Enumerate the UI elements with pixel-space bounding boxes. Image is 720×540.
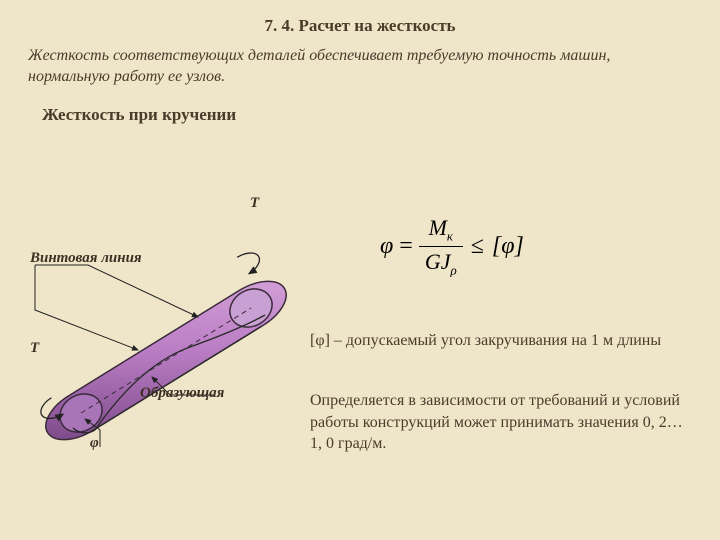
label-T-left: Т bbox=[30, 340, 39, 357]
intro-paragraph: Жесткость соответствующих деталей обеспе… bbox=[28, 46, 688, 88]
phi-definition: [φ] – допускаемый угол закручивания на 1… bbox=[310, 330, 690, 352]
formula-phi: φ bbox=[380, 233, 399, 260]
section-title: 7. 4. Расчет на жесткость bbox=[0, 16, 720, 36]
torsion-stiffness-formula: φ = Mк GJρ ≤ [φ] bbox=[380, 215, 600, 279]
label-phi: φ bbox=[90, 435, 99, 452]
label-helix: Винтовая линия bbox=[30, 250, 142, 267]
formula-den-G: G bbox=[425, 249, 441, 274]
formula-leq: ≤ bbox=[463, 233, 492, 260]
determination-text: Определяется в зависимости от требований… bbox=[310, 390, 690, 455]
label-T-top: Т bbox=[250, 195, 259, 212]
formula-den-sub: ρ bbox=[450, 263, 456, 278]
formula-num-sub: к bbox=[447, 228, 453, 243]
torsion-shaft-figure: Т Винтовая линия Т Образующая φ bbox=[30, 195, 295, 465]
subheading: Жесткость при кручении bbox=[42, 105, 236, 125]
shaft-svg bbox=[30, 195, 295, 465]
label-generatrix: Образующая bbox=[140, 385, 224, 402]
slide-page: 7. 4. Расчет на жесткость Жесткость соот… bbox=[0, 0, 720, 540]
formula-fraction: Mк GJρ bbox=[419, 215, 463, 279]
formula-equals: = bbox=[399, 233, 419, 260]
formula-bracket-phi: [φ] bbox=[492, 233, 524, 260]
formula-num-M: M bbox=[429, 215, 447, 240]
